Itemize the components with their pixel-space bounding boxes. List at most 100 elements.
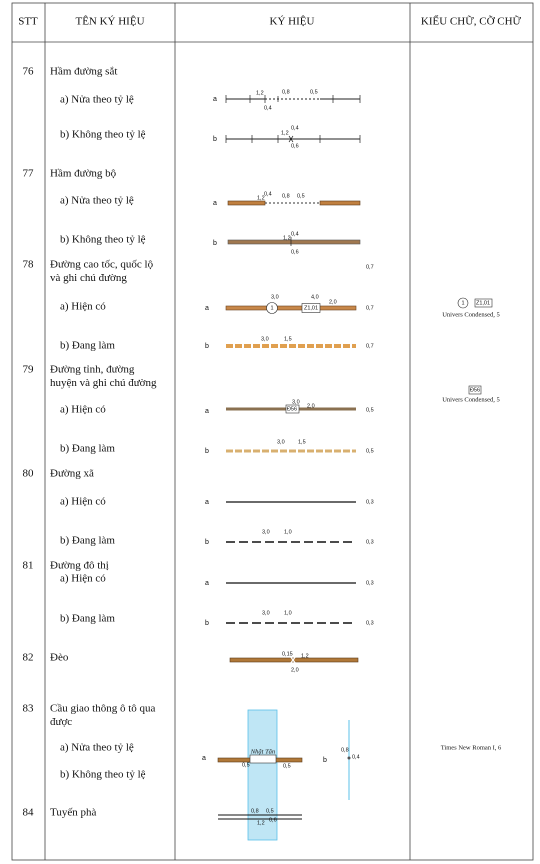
row-number: 78 (23, 259, 35, 271)
row-number: 76 (23, 66, 35, 78)
symbol-label: 0,5 (266, 808, 274, 814)
symbol-label: 0,5 (310, 89, 318, 95)
symbol-label: 0,8 (282, 193, 290, 199)
symbol-label: 0,5 (366, 407, 374, 413)
symbol-label: 0,6 (269, 817, 277, 823)
symbol-label: a (205, 580, 209, 587)
symbol-label: a (213, 96, 217, 103)
symbol-name: huyện và ghi chú đường (50, 377, 157, 389)
sub-item: a) Nửa theo tỷ lệ (60, 94, 134, 106)
row-number: 79 (23, 364, 35, 376)
symbol-name: Đường xã (50, 468, 94, 480)
sub-item: a) Hiện có (60, 573, 106, 585)
symbol-label: 0,8 (251, 808, 259, 814)
symbol-label: 1,0 (284, 529, 292, 535)
sub-item: a) Hiện có (60, 496, 106, 508)
symbol-name: Đèo (50, 652, 69, 664)
symbol-label: 0,4 (291, 231, 299, 237)
symbol-label: b (205, 448, 209, 455)
symbol-label: Đ56 (287, 406, 297, 412)
symbol-label: Nhật Tân (250, 748, 275, 755)
symbol-label: a (213, 200, 217, 207)
symbol-label: 3,0 (262, 529, 270, 535)
symbol-label: b (205, 620, 209, 627)
symbol-name: được (50, 716, 72, 728)
symbol-label: 0,4 (291, 125, 299, 131)
symbol-label: 0,7 (366, 264, 374, 270)
symbol-label: 1,2 (281, 130, 289, 136)
font-spec: Times New Roman I, 6 (441, 744, 502, 751)
symbol-name: và ghi chú đường (50, 272, 127, 284)
symbol-label: 0,4 (264, 191, 272, 197)
symbol-label: 0,7 (366, 305, 374, 311)
symbol-label: 0,7 (366, 343, 374, 349)
sub-item: a) Nửa theo tỷ lệ (60, 742, 134, 754)
symbol-label: 2,0 (307, 403, 315, 409)
symbol-label: 0,8 (282, 89, 290, 95)
symbol-label: 1,5 (298, 439, 306, 445)
sub-item: b) Đang làm (60, 340, 115, 352)
symbol-label: 0,5 (283, 763, 291, 769)
symbol-label: 3,0 (261, 336, 269, 342)
symbol-label: b (205, 343, 209, 350)
symbol-label: 0,4 (352, 754, 360, 760)
symbol-label: 0,3 (366, 620, 374, 626)
symbol-label: b (213, 240, 217, 247)
symbol-label: 1 (270, 305, 273, 311)
symbol-label: b (213, 136, 217, 143)
sub-item: b) Không theo tỷ lệ (60, 129, 146, 141)
symbol-label: 2,0 (329, 299, 337, 305)
row-number: 83 (23, 703, 35, 715)
sub-item: b) Đang làm (60, 613, 115, 625)
symbol-name: Đường cao tốc, quốc lộ (50, 259, 154, 271)
header-cell: STT (18, 16, 38, 28)
symbol-name: Tuyến phà (50, 807, 96, 819)
symbol-label: 0,15 (282, 651, 293, 657)
symbol-label: 0,5 (366, 448, 374, 454)
symbol-label: a (205, 305, 209, 312)
symbol-label: 1,2 (283, 235, 291, 241)
row-number: 80 (23, 468, 35, 480)
symbol-name: Hầm đường sắt (50, 66, 117, 78)
sub-item: b) Không theo tỷ lệ (60, 234, 146, 246)
symbol-label: 3,0 (262, 610, 270, 616)
header-cell: KIỂU CHỮ, CỠ CHỮ (421, 15, 522, 28)
symbol-label: 0,3 (366, 580, 374, 586)
symbol-name: Cầu giao thông ô tô qua (50, 703, 156, 715)
symbol-label: 0,6 (291, 143, 299, 149)
font-spec: Univers Condensed, 5 (442, 311, 500, 318)
row-number: 77 (23, 168, 35, 180)
symbol-label: Z1,01 (304, 305, 318, 311)
symbol-label: 1,2 (257, 195, 265, 201)
row-number: 81 (23, 560, 34, 572)
sub-item: a) Hiện có (60, 404, 106, 416)
symbol-name: Hầm đường bộ (50, 168, 117, 180)
symbol-label: 1,2 (257, 820, 265, 826)
symbol-label: 0,3 (366, 539, 374, 545)
symbol-label: 3,0 (277, 439, 285, 445)
symbol-label: 1,0 (284, 610, 292, 616)
symbol-label: 0,8 (341, 747, 349, 753)
symbol-label: 1,5 (284, 336, 292, 342)
header-cell: KÝ HIỆU (270, 16, 315, 28)
font-spec: Univers Condensed, 5 (442, 396, 500, 403)
row-number: 84 (23, 807, 35, 819)
symbol-label: 0,5 (242, 762, 250, 768)
symbol-label: 3,0 (271, 294, 279, 300)
symbols (217, 95, 493, 841)
sub-item: b) Không theo tỷ lệ (60, 769, 146, 781)
symbol-label: b (205, 539, 209, 546)
symbol-label: a (205, 408, 209, 415)
symbol-name: Đường tỉnh, đường (50, 364, 135, 376)
sub-item: a) Nửa theo tỷ lệ (60, 195, 134, 207)
sub-item: a) Hiện có (60, 301, 106, 313)
sub-item: b) Đang làm (60, 443, 115, 455)
symbol-label: a (205, 499, 209, 506)
symbol-label: 4,0 (311, 294, 319, 300)
symbol-label: 2,0 (291, 667, 299, 673)
symbol-name: Đường đô thị (50, 560, 109, 572)
symbol-label: a (202, 755, 206, 762)
sub-item: b) Đang làm (60, 535, 115, 547)
font-spec: 1 (461, 300, 464, 306)
